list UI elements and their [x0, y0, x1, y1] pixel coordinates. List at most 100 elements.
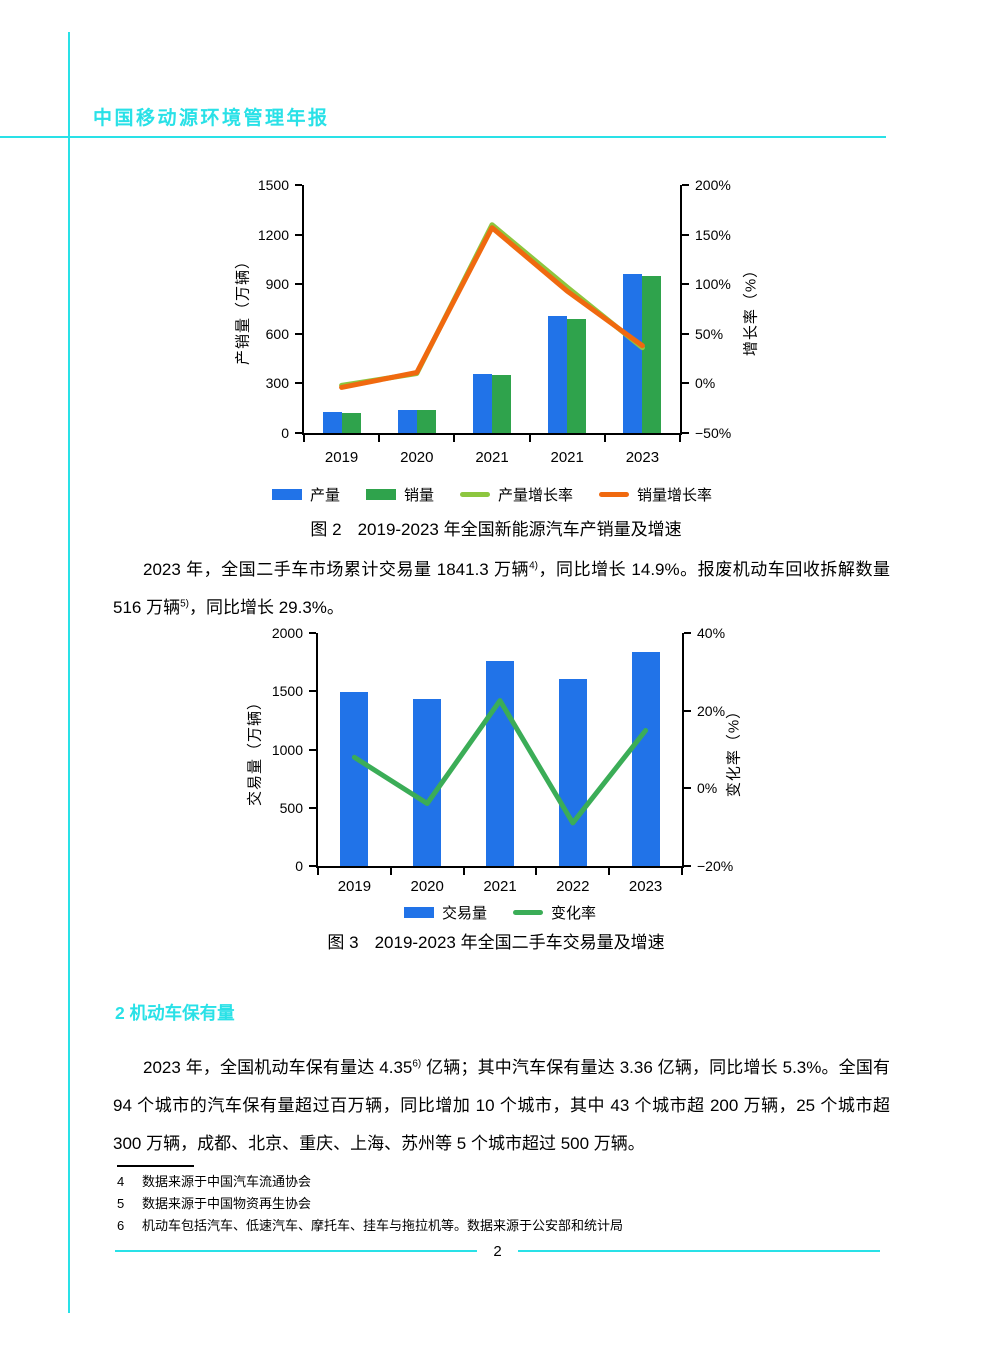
- chart1-legend-label-销量: 销量: [403, 487, 434, 504]
- chart2-right-tick: [684, 632, 691, 634]
- chart2-category-label: 2023: [628, 878, 663, 895]
- chart2-left-tick: [309, 632, 316, 634]
- chart1-line-销量增长率: [339, 225, 645, 390]
- para2-seg1: 2023 年，全国机动车保有量达 4.35: [143, 1058, 413, 1077]
- chart2-left-tick-label: 2000: [271, 625, 303, 641]
- chart1-y-axis-line: [302, 185, 304, 435]
- chart2-x-tick: [317, 868, 319, 875]
- chart1-left-tick: [295, 332, 302, 335]
- footnote-6: 6 机动车包括汽车、低速汽车、摩托车、挂车与拖拉机等。数据来源于公安部和统计局: [117, 1215, 890, 1237]
- chart1-right-tick-label: 50%: [695, 325, 724, 342]
- chart1-bar-产量-2021: [548, 316, 568, 433]
- chart1-left-tick: [295, 184, 302, 186]
- chart1-legend-label-产量: 产量: [309, 487, 340, 504]
- chart1-left-tick: [295, 382, 302, 385]
- chart2-left-tick: [309, 865, 316, 867]
- chart1-right-tick: [682, 283, 689, 286]
- chart2-x-tick: [535, 868, 538, 875]
- chart1-bar-产量-2021: [473, 374, 492, 433]
- chart2-right-tick-label: 0%: [697, 780, 718, 797]
- chart2-category-label: 2020: [410, 878, 444, 895]
- chart2-bar-交易量-2020: [413, 699, 442, 866]
- chart1-right-tick-label: 100%: [695, 276, 731, 293]
- figure3-chart: 0 500 1000 1500 2000 −20% 0% 20% 40% 2019 2020 2021…: [230, 620, 795, 932]
- chart2-x-tick: [389, 868, 392, 875]
- chart2-category-label: 2021: [483, 878, 517, 895]
- chart1-bar-销量-2020: [416, 410, 436, 433]
- chart1-bar-产量-2020: [397, 410, 417, 433]
- footnote-ref-4: 4): [529, 560, 538, 572]
- chart1-right-tick-label: −50%: [695, 425, 732, 441]
- chart2-x-tick: [608, 868, 611, 875]
- chart1-bar-产量-2019: [322, 412, 342, 433]
- footer-rule-right: [517, 1250, 880, 1252]
- chart2-legend-item-变化率: 变化率: [513, 902, 596, 923]
- footnote-4: 4 数据来源于中国汽车流通协会: [117, 1171, 890, 1193]
- footnote-5-text: 数据来源于中国物资再生协会: [142, 1196, 312, 1211]
- chart1-left-tick-label: 0: [281, 425, 289, 441]
- chart1-left-axis-title: 产销量（万辆）: [234, 252, 252, 366]
- footnote-ref-5: 5): [180, 598, 189, 610]
- header-rule: [0, 136, 886, 138]
- chart1-legend-swatch-销量: [365, 489, 396, 500]
- footnote-5-number: 5: [117, 1196, 125, 1211]
- figure2-caption: 图 2 2019-2023 年全国新能源汽车产销量及增速: [0, 515, 992, 540]
- chart1-left-tick-label: 300: [265, 375, 289, 392]
- footnote-6-number: 6: [117, 1218, 125, 1233]
- chart2-left-tick-label: 1000: [271, 741, 303, 758]
- chart1-legend-swatch-产量增长率: [460, 492, 490, 497]
- para1-seg2: ，同比增长 14.9%。报废机动车回收拆解数量 516 万辆: [113, 560, 890, 617]
- left-accent-rule: [68, 32, 70, 1313]
- chart2-legend: 交易量 变化率: [218, 902, 782, 923]
- chart2-line-变化率: [351, 698, 649, 826]
- chart2-plot-area: [318, 633, 682, 866]
- chart2-x-tick: [462, 868, 465, 875]
- chart1-legend: 产量 销量 产量增长率 销量增长率: [204, 484, 780, 505]
- chart1-legend-item-销量: 销量: [365, 484, 434, 505]
- chart2-left-tick-label: 500: [279, 799, 303, 816]
- chart1-right-tick: [682, 432, 689, 434]
- footnote-6-text: 机动车包括汽车、低速汽车、摩托车、挂车与拖拉机等。数据来源于公安部和统计局: [142, 1218, 624, 1233]
- chart2-right-tick-label: 40%: [697, 625, 726, 641]
- chart2-bar-交易量-2022: [558, 679, 587, 866]
- chart1-legend-item-销量增长率: 销量增长率: [599, 484, 712, 505]
- chart1-x-tick: [453, 435, 456, 442]
- chart1-line-产量增长率: [339, 222, 645, 388]
- chart2-category-label: 2019: [337, 878, 372, 895]
- chart1-legend-swatch-销量增长率: [599, 492, 630, 497]
- chart1-category-label: 2019: [324, 449, 359, 466]
- chart1-bar-销量-2021: [492, 375, 511, 433]
- chart2-left-tick: [309, 748, 316, 751]
- chart1-bar-销量-2019: [341, 413, 361, 433]
- figure2-chart: 0 300 600 900 1200 1500 −50% 0% 50% 100% 150% 200% 2…: [230, 170, 795, 520]
- chart1-right-tick: [682, 382, 689, 385]
- chart1-right-tick-label: 0%: [695, 375, 716, 392]
- chart2-right-tick-label: 20%: [697, 702, 726, 719]
- chart1-right-axis-title: 增长率（%）: [742, 261, 760, 357]
- chart1-bar-销量-2021: [567, 319, 587, 433]
- chart2-legend-label-变化率: 变化率: [551, 905, 597, 922]
- page-footer: 2: [115, 1242, 880, 1260]
- chart2-bar-交易量-2021: [486, 661, 514, 866]
- paragraph-used-cars: 2023 年，全国二手车市场累计交易量 1841.3 万辆4)，同比增长 14.…: [113, 551, 890, 627]
- chart1-left-tick: [295, 283, 302, 286]
- para1-seg3: ，同比增长 29.3%。: [189, 598, 344, 617]
- chart1-x-tick: [528, 435, 531, 442]
- chart1-category-label: 2020: [400, 449, 434, 466]
- chart2-secondary-y-axis-line: [682, 633, 684, 868]
- chart2-legend-label-交易量: 交易量: [441, 905, 487, 922]
- figure2-caption-label: 图 2: [310, 520, 342, 539]
- chart1-left-tick: [295, 432, 302, 434]
- chart1-right-tick: [682, 184, 689, 186]
- chart2-left-tick: [309, 690, 316, 693]
- chart2-left-tick: [309, 806, 316, 809]
- chart2-y-axis-line: [316, 633, 318, 868]
- footnote-5: 5 数据来源于中国物资再生协会: [117, 1193, 890, 1215]
- chart1-right-tick: [682, 233, 689, 236]
- chart2-left-axis-title: 交易量（万辆）: [246, 693, 264, 806]
- chart1-left-tick-label: 1200: [257, 226, 289, 243]
- chart2-bar-交易量-2019: [340, 692, 369, 866]
- footnote-separator: [117, 1165, 194, 1167]
- chart1-right-tick-label: 150%: [695, 226, 731, 243]
- chart1-line-layer: [339, 222, 645, 390]
